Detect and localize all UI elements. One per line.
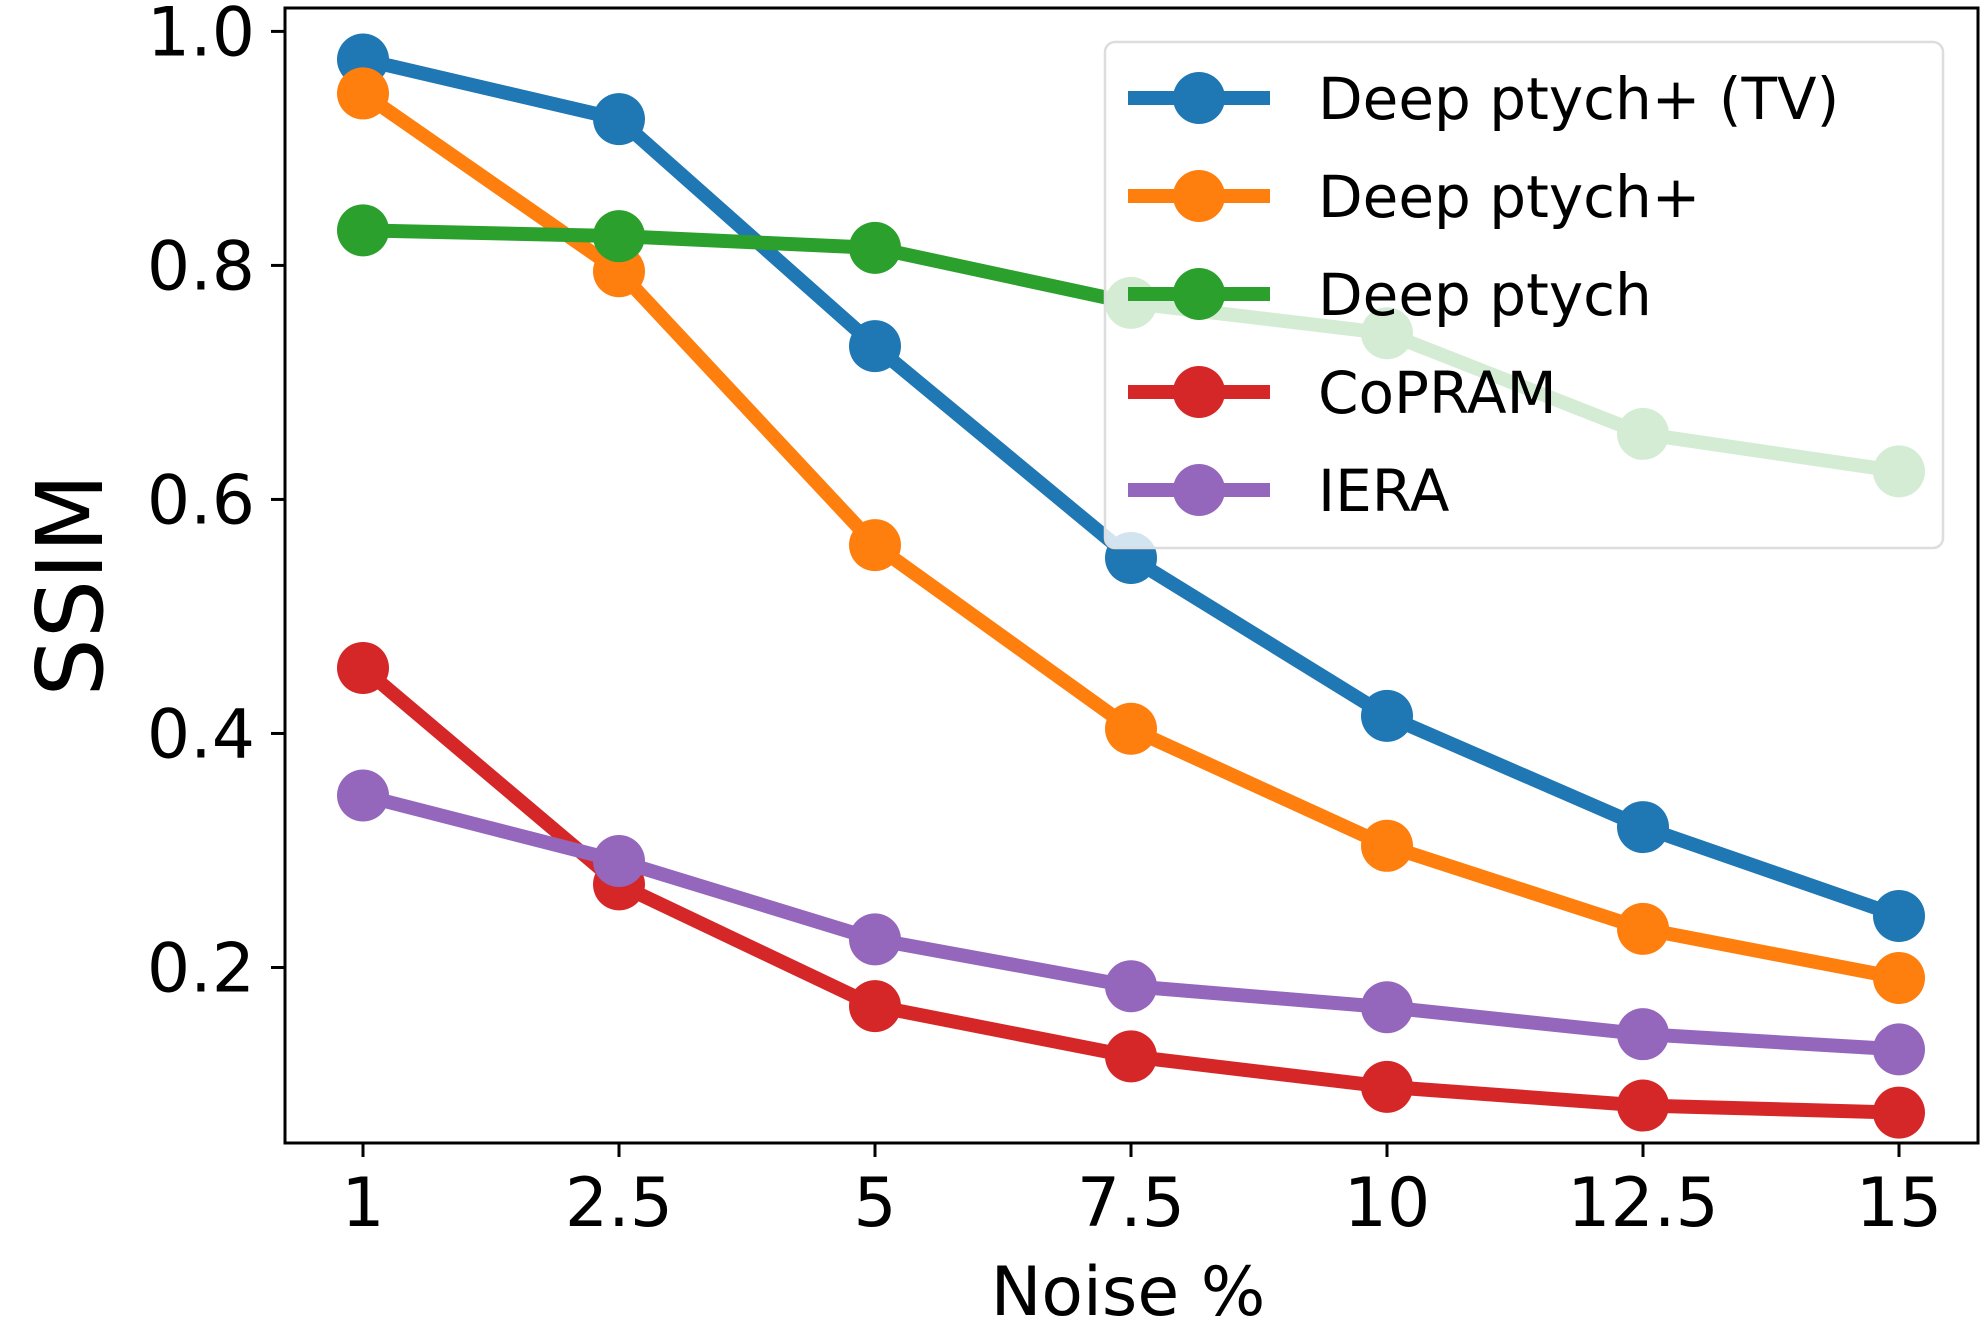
data-point (1361, 1060, 1413, 1113)
y-tick-label: 0.2 (147, 929, 255, 1008)
data-point (1105, 702, 1157, 755)
data-point (1361, 689, 1413, 742)
data-point (593, 210, 645, 263)
legend-marker (1173, 170, 1225, 222)
series-4 (337, 769, 1925, 1076)
data-point (849, 980, 901, 1033)
axes: 1 2.5 5 7.5 10 12.5 150.20.40.60.81.0 (147, 0, 1980, 1243)
data-point (1873, 1086, 1925, 1139)
legend-box (1103, 40, 1945, 550)
data-point (593, 93, 645, 146)
legend: Deep ptych+ (TV) Deep ptych+ Deep ptych CoP… (1103, 40, 1945, 550)
data-point (849, 913, 901, 966)
x-tick-label: 12.5 (1567, 1164, 1718, 1243)
legend-entry-3: CoPRAM (1128, 359, 1557, 427)
data-point (1361, 981, 1413, 1034)
legend-entry-4: IERA (1128, 457, 1450, 525)
x-tick-label: 2.5 (565, 1164, 673, 1243)
x-tick-label: 15 (1856, 1164, 1943, 1243)
legend-label: Deep ptych (1318, 261, 1652, 329)
data-point (1617, 801, 1669, 854)
data-point (337, 641, 389, 694)
legend-marker (1173, 72, 1225, 124)
y-tick-label: 0.6 (147, 461, 255, 540)
y-tick-label: 0.8 (147, 227, 255, 306)
y-tick-label: 0.4 (147, 695, 255, 774)
legend-entry-0: Deep ptych+ (TV) (1128, 65, 1839, 133)
y-axis-title: SSIM (17, 473, 124, 696)
data-point (1617, 1079, 1669, 1132)
legend-label: Deep ptych+ (TV) (1318, 65, 1839, 133)
legend-entry-1: Deep ptych+ (1128, 163, 1700, 231)
legend-marker (1173, 268, 1225, 320)
data-point (1873, 1023, 1925, 1076)
data-point (849, 221, 901, 274)
data-point (337, 204, 389, 257)
x-axis-title: Noise % (991, 1253, 1266, 1323)
legend-marker (1173, 464, 1225, 516)
series-1 (337, 67, 1925, 1005)
data-point (849, 320, 901, 373)
legend-label: Deep ptych+ (1318, 163, 1700, 231)
legend-label: IERA (1318, 457, 1450, 525)
data-point (1873, 952, 1925, 1005)
y-tick-label: 1.0 (147, 0, 255, 72)
legend-label: CoPRAM (1318, 359, 1557, 427)
data-point (1105, 1030, 1157, 1083)
data-point (337, 67, 389, 120)
data-point (337, 769, 389, 822)
data-point (849, 519, 901, 572)
legend-entry-2: Deep ptych (1128, 261, 1652, 329)
data-point (1361, 819, 1413, 872)
data-point (1105, 960, 1157, 1013)
data-point (1873, 890, 1925, 942)
data-point (1617, 902, 1669, 955)
x-tick-label: 1 (341, 1164, 384, 1243)
x-tick-label: 10 (1344, 1164, 1431, 1243)
data-point (593, 835, 645, 888)
legend-marker (1173, 366, 1225, 418)
x-tick-label: 7.5 (1077, 1164, 1185, 1243)
data-point (1617, 1008, 1669, 1061)
x-tick-label: 5 (853, 1164, 896, 1243)
